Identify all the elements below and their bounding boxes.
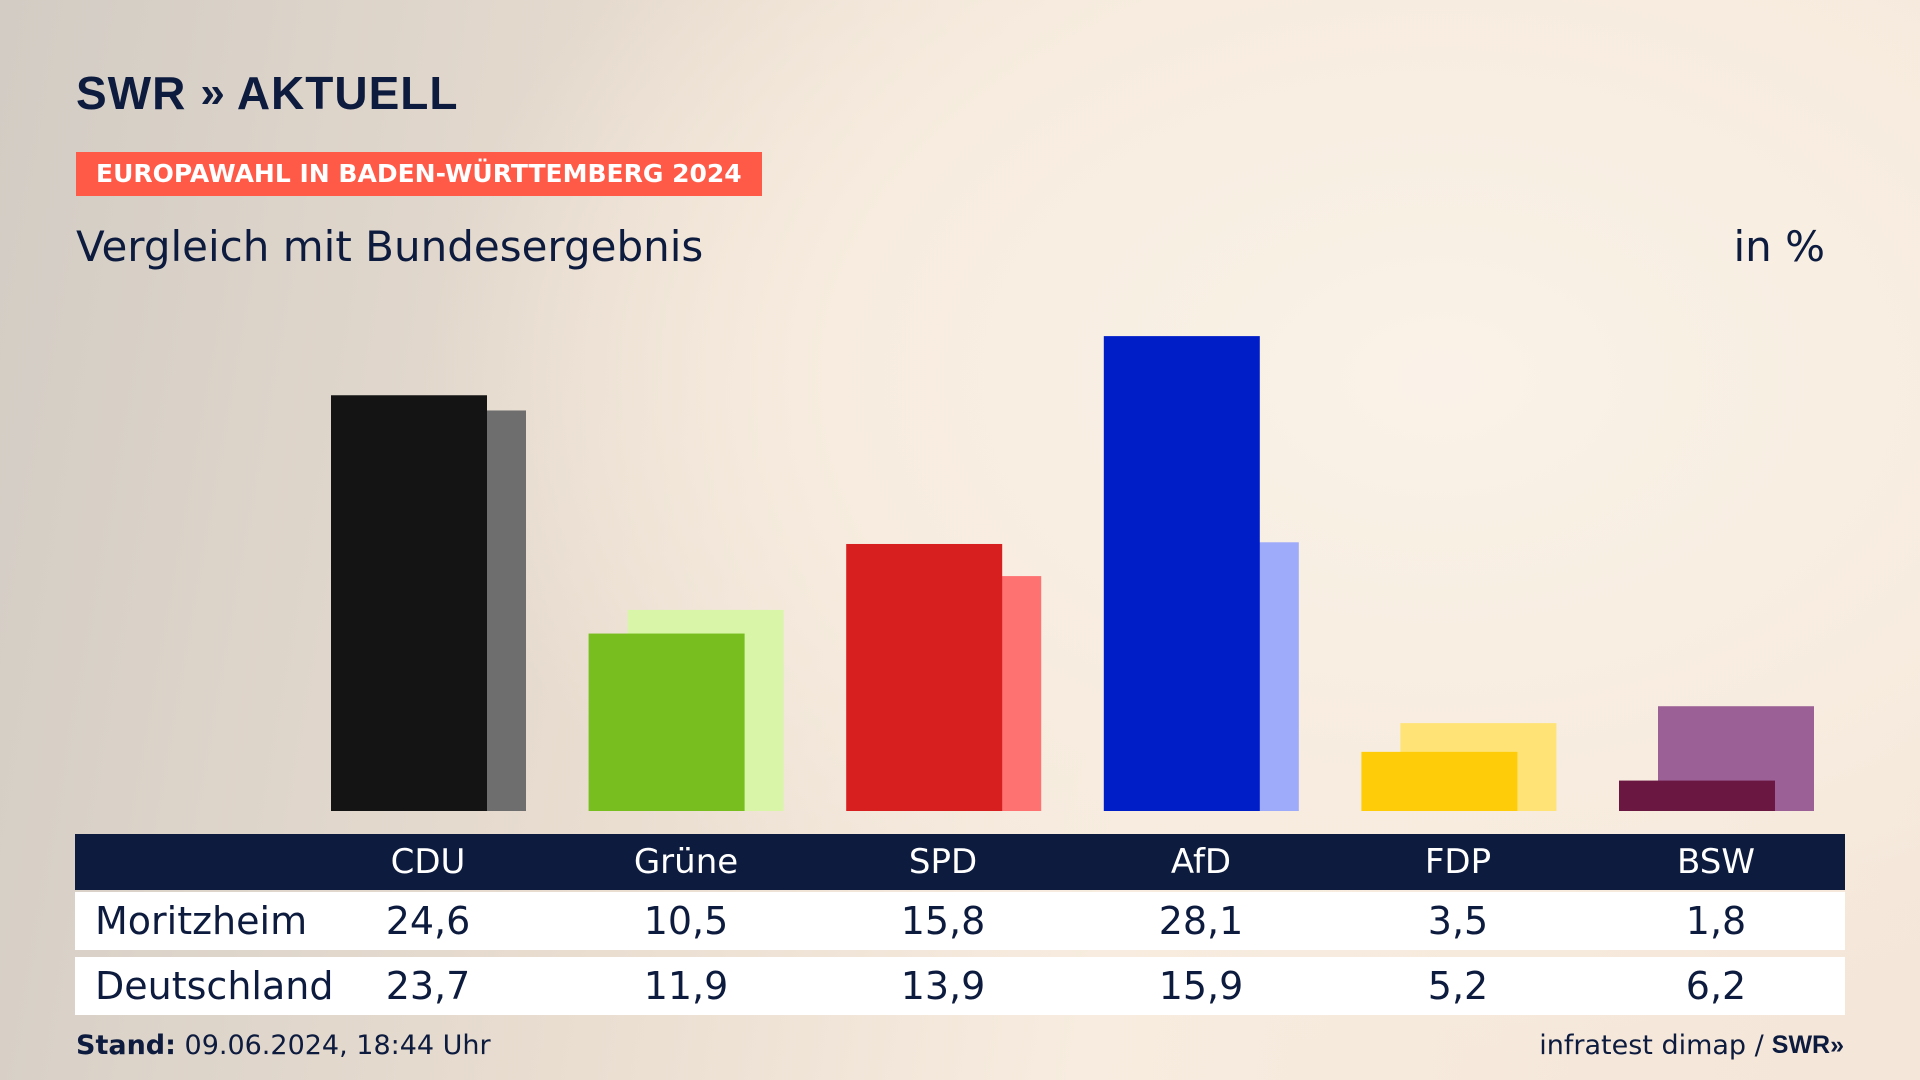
bar-moritzheim-afd bbox=[1103, 336, 1260, 811]
value-cell: 3,5 bbox=[1427, 899, 1489, 943]
election-tag: EUROPAWAHL IN BADEN-WÜRTTEMBERG 2024 bbox=[76, 152, 762, 196]
value-cell: 5,2 bbox=[1427, 964, 1489, 1008]
value-cell: 23,7 bbox=[385, 964, 471, 1008]
value-cell: 15,8 bbox=[900, 899, 986, 943]
value-cell: 13,9 bbox=[900, 964, 986, 1008]
header-afd: AfD bbox=[1170, 842, 1232, 882]
header-fdp: FDP bbox=[1424, 842, 1492, 882]
bar-moritzheim-spd bbox=[846, 543, 1003, 811]
footer-source: infratest dimap / SWR» bbox=[1539, 1030, 1844, 1061]
value-cell: 11,9 bbox=[643, 964, 729, 1008]
stand-value: 09.06.2024, 18:44 Uhr bbox=[184, 1030, 491, 1061]
value-cell: 6,2 bbox=[1685, 964, 1747, 1008]
header-bsw: BSW bbox=[1677, 842, 1755, 882]
stand-label: Stand: bbox=[76, 1030, 176, 1061]
logo-swr-text: SWR bbox=[76, 67, 187, 119]
row-label-moritzheim: Moritzheim bbox=[95, 899, 308, 943]
table-header: CDU Grüne SPD AfD FDP BSW bbox=[75, 834, 1845, 890]
header-cdu: CDU bbox=[390, 842, 466, 882]
mini-chevron-icon: » bbox=[1830, 1031, 1844, 1059]
bar-moritzheim-grüne bbox=[588, 633, 745, 811]
bar-moritzheim-bsw bbox=[1619, 780, 1775, 811]
source-text: infratest dimap / bbox=[1539, 1030, 1764, 1061]
value-cell: 1,8 bbox=[1685, 899, 1747, 943]
swr-aktuell-logo: SWR » AKTUELL bbox=[76, 66, 458, 120]
logo-aktuell-text: AKTUELL bbox=[236, 67, 459, 119]
chart-subtitle: Vergleich mit Bundesergebnis bbox=[76, 222, 704, 271]
unit-label: in % bbox=[1733, 222, 1825, 271]
mini-logo-text: SWR bbox=[1771, 1031, 1831, 1059]
value-cell: 15,9 bbox=[1158, 964, 1244, 1008]
footer-timestamp: Stand: 09.06.2024, 18:44 Uhr bbox=[76, 1030, 491, 1061]
header-gruene: Grüne bbox=[633, 842, 739, 882]
bar-moritzheim-cdu bbox=[331, 395, 487, 811]
header-spd: SPD bbox=[908, 842, 978, 882]
bar-moritzheim-fdp bbox=[1361, 751, 1518, 811]
table-row: Moritzheim 24,6 10,5 15,8 28,1 3,5 1,8 bbox=[75, 892, 1845, 950]
swr-mini-logo: SWR» bbox=[1772, 1031, 1844, 1060]
value-cell: 28,1 bbox=[1158, 899, 1244, 943]
row-label-deutschland: Deutschland bbox=[95, 964, 334, 1008]
table-row: Deutschland 23,7 11,9 13,9 15,9 5,2 6,2 bbox=[75, 957, 1845, 1015]
value-cell: 10,5 bbox=[643, 899, 729, 943]
value-cell: 24,6 bbox=[385, 899, 471, 943]
